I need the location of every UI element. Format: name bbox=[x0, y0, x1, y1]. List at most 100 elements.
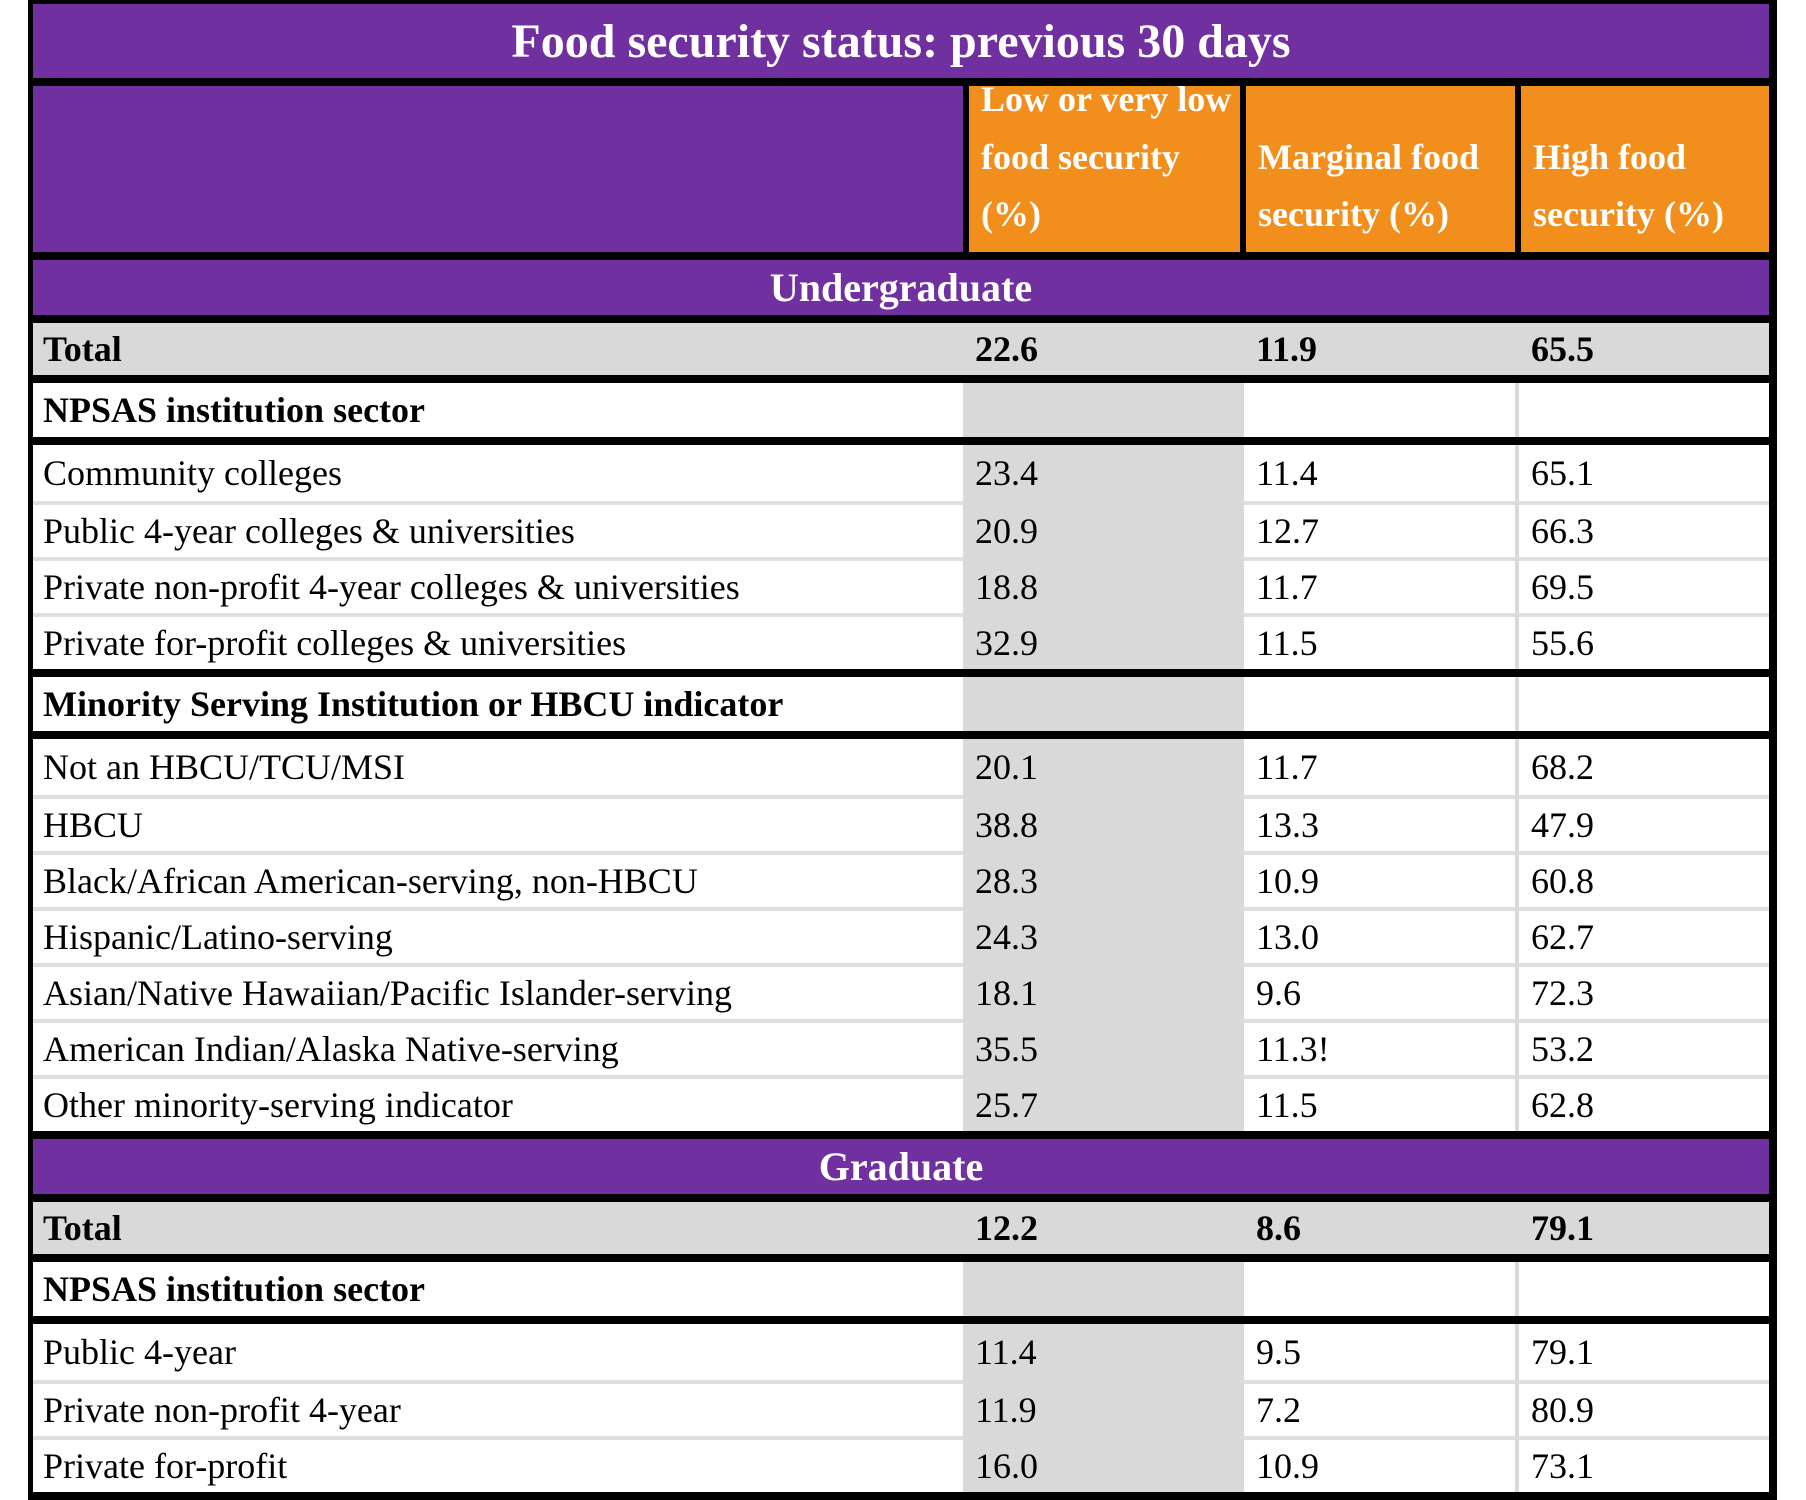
divider bbox=[33, 1131, 1769, 1139]
row-label: American Indian/Alaska Native-serving bbox=[33, 1019, 963, 1075]
cell-value: 11.7 bbox=[1240, 739, 1515, 795]
group-header-label: Minority Serving Institution or HBCU ind… bbox=[43, 684, 784, 724]
divider bbox=[33, 1194, 1769, 1202]
row-label: Public 4-year colleges & universities bbox=[33, 501, 963, 557]
cell-value: 7.2 bbox=[1240, 1380, 1515, 1436]
empty-cell bbox=[1515, 677, 1769, 731]
table-row-private-forprofit-colleges: Private for-profit colleges & universiti… bbox=[33, 613, 1769, 669]
row-label: Black/African American-serving, non-HBCU bbox=[33, 851, 963, 907]
row-label: Community colleges bbox=[43, 453, 342, 493]
cell-value: 10.9 bbox=[1240, 851, 1515, 907]
cell-value: 72.3 bbox=[1515, 963, 1769, 1019]
cell-value: 8.6 bbox=[1240, 1202, 1515, 1254]
section-band-label: Graduate bbox=[818, 1144, 984, 1189]
row-label: Total bbox=[33, 323, 963, 375]
cell-value: 79.1 bbox=[1515, 1202, 1769, 1254]
group-header-npsas-sector-graduate: NPSAS institution sector bbox=[33, 1262, 1769, 1316]
row-label: Hispanic/Latino-serving bbox=[33, 907, 963, 963]
row-label: Private for-profit colleges & universiti… bbox=[33, 613, 963, 669]
cell-value: 69.5 bbox=[1515, 557, 1769, 613]
empty-cell bbox=[1240, 677, 1515, 731]
cell-value: 35.5 bbox=[963, 1019, 1240, 1075]
table-row-other-minority-serving: Other minority-serving indicator 25.7 11… bbox=[33, 1075, 1769, 1131]
corner-cell bbox=[33, 86, 963, 252]
section-band-graduate: Graduate bbox=[33, 1139, 1769, 1194]
empty-cell bbox=[1240, 1262, 1515, 1316]
cell-value: 13.3 bbox=[1240, 795, 1515, 851]
cell-value: 18.1 bbox=[963, 963, 1240, 1019]
cell-value: 60.8 bbox=[1515, 851, 1769, 907]
cell-value: 13.0 bbox=[1240, 907, 1515, 963]
row-label: Not an HBCU/TCU/MSI bbox=[43, 747, 406, 787]
row-label: Other minority-serving indicator bbox=[33, 1075, 963, 1131]
cell-value: 65.5 bbox=[1515, 323, 1769, 375]
row-label: Total bbox=[33, 1202, 963, 1254]
cell-value: 11.9 bbox=[1240, 323, 1515, 375]
column-header-low-food-security: Low or very low food security (%) bbox=[963, 86, 1240, 252]
cell-value: 25.7 bbox=[963, 1075, 1240, 1131]
cell-value: 11.9 bbox=[963, 1380, 1240, 1436]
cell-value: 80.9 bbox=[1515, 1380, 1769, 1436]
row-label: Private for-profit bbox=[33, 1436, 963, 1492]
empty-cell bbox=[963, 383, 1240, 437]
cell-value: 22.6 bbox=[963, 323, 1240, 375]
group-header-npsas-sector: NPSAS institution sector bbox=[33, 383, 1769, 437]
row-label: HBCU bbox=[33, 795, 963, 851]
cell-value: 20.1 bbox=[963, 739, 1240, 795]
cell-value: 18.8 bbox=[963, 557, 1240, 613]
table-row-not-hbcu-tcu-msi: Not an HBCU/TCU/MSI 20.1 11.7 68.2 bbox=[33, 739, 1769, 795]
table-row-private-nonprofit-4year: Private non-profit 4-year 11.9 7.2 80.9 bbox=[33, 1380, 1769, 1436]
section-band-undergraduate: Undergraduate bbox=[33, 260, 1769, 315]
table-row-hispanic-latino-serving: Hispanic/Latino-serving 24.3 13.0 62.7 bbox=[33, 907, 1769, 963]
row-label: Public 4-year bbox=[43, 1332, 236, 1372]
empty-cell bbox=[963, 1262, 1240, 1316]
empty-cell bbox=[1515, 1262, 1769, 1316]
cell-value: 53.2 bbox=[1515, 1019, 1769, 1075]
row-label: Asian/Native Hawaiian/Pacific Islander-s… bbox=[33, 963, 963, 1019]
divider bbox=[33, 78, 1769, 86]
table-title-row: Food security status: previous 30 days bbox=[33, 4, 1769, 78]
empty-cell bbox=[1515, 383, 1769, 437]
food-security-table: Food security status: previous 30 days L… bbox=[28, 0, 1777, 1500]
cell-value: 55.6 bbox=[1515, 613, 1769, 669]
cell-value: 11.5 bbox=[1240, 613, 1515, 669]
cell-value: 47.9 bbox=[1515, 795, 1769, 851]
cell-value: 9.5 bbox=[1240, 1324, 1515, 1380]
table-row-black-african-american-serving: Black/African American-serving, non-HBCU… bbox=[33, 851, 1769, 907]
group-header-msi-hbcu: Minority Serving Institution or HBCU ind… bbox=[33, 677, 1769, 731]
total-row-graduate: Total 12.2 8.6 79.1 bbox=[33, 1202, 1769, 1254]
cell-value: 66.3 bbox=[1515, 501, 1769, 557]
cell-value: 65.1 bbox=[1515, 445, 1769, 501]
table-title: Food security status: previous 30 days bbox=[511, 14, 1291, 68]
cell-value: 38.8 bbox=[963, 795, 1240, 851]
table-row-asian-nhpi-serving: Asian/Native Hawaiian/Pacific Islander-s… bbox=[33, 963, 1769, 1019]
cell-value: 11.5 bbox=[1240, 1075, 1515, 1131]
divider bbox=[33, 669, 1769, 677]
divider bbox=[33, 252, 1769, 260]
cell-value: 68.2 bbox=[1515, 739, 1769, 795]
column-header-high-food-security: High food security (%) bbox=[1515, 86, 1769, 252]
cell-value: 62.8 bbox=[1515, 1075, 1769, 1131]
table-row-private-nonprofit-colleges: Private non-profit 4-year colleges & uni… bbox=[33, 557, 1769, 613]
table-row-american-indian-alaska-native-serving: American Indian/Alaska Native-serving 35… bbox=[33, 1019, 1769, 1075]
section-band-label: Undergraduate bbox=[769, 265, 1033, 310]
cell-value: 28.3 bbox=[963, 851, 1240, 907]
cell-value: 11.7 bbox=[1240, 557, 1515, 613]
cell-value: 73.1 bbox=[1515, 1436, 1769, 1492]
column-header-row: Low or very low food security (%) Margin… bbox=[33, 86, 1769, 252]
cell-value: 9.6 bbox=[1240, 963, 1515, 1019]
divider bbox=[33, 1254, 1769, 1262]
row-label: Private non-profit 4-year colleges & uni… bbox=[33, 557, 963, 613]
cell-value: 10.9 bbox=[1240, 1436, 1515, 1492]
table-row-public-4year-colleges: Public 4-year colleges & universities 20… bbox=[33, 501, 1769, 557]
column-header-marginal-food-security: Marginal food security (%) bbox=[1240, 86, 1515, 252]
cell-value: 16.0 bbox=[963, 1436, 1240, 1492]
cell-value: 11.4 bbox=[963, 1324, 1240, 1380]
cell-value: 12.2 bbox=[963, 1202, 1240, 1254]
cell-value: 24.3 bbox=[963, 907, 1240, 963]
divider bbox=[33, 731, 1769, 739]
cell-value: 12.7 bbox=[1240, 501, 1515, 557]
empty-cell bbox=[1240, 383, 1515, 437]
cell-value: 11.3! bbox=[1240, 1019, 1515, 1075]
cell-value: 11.4 bbox=[1240, 445, 1515, 501]
